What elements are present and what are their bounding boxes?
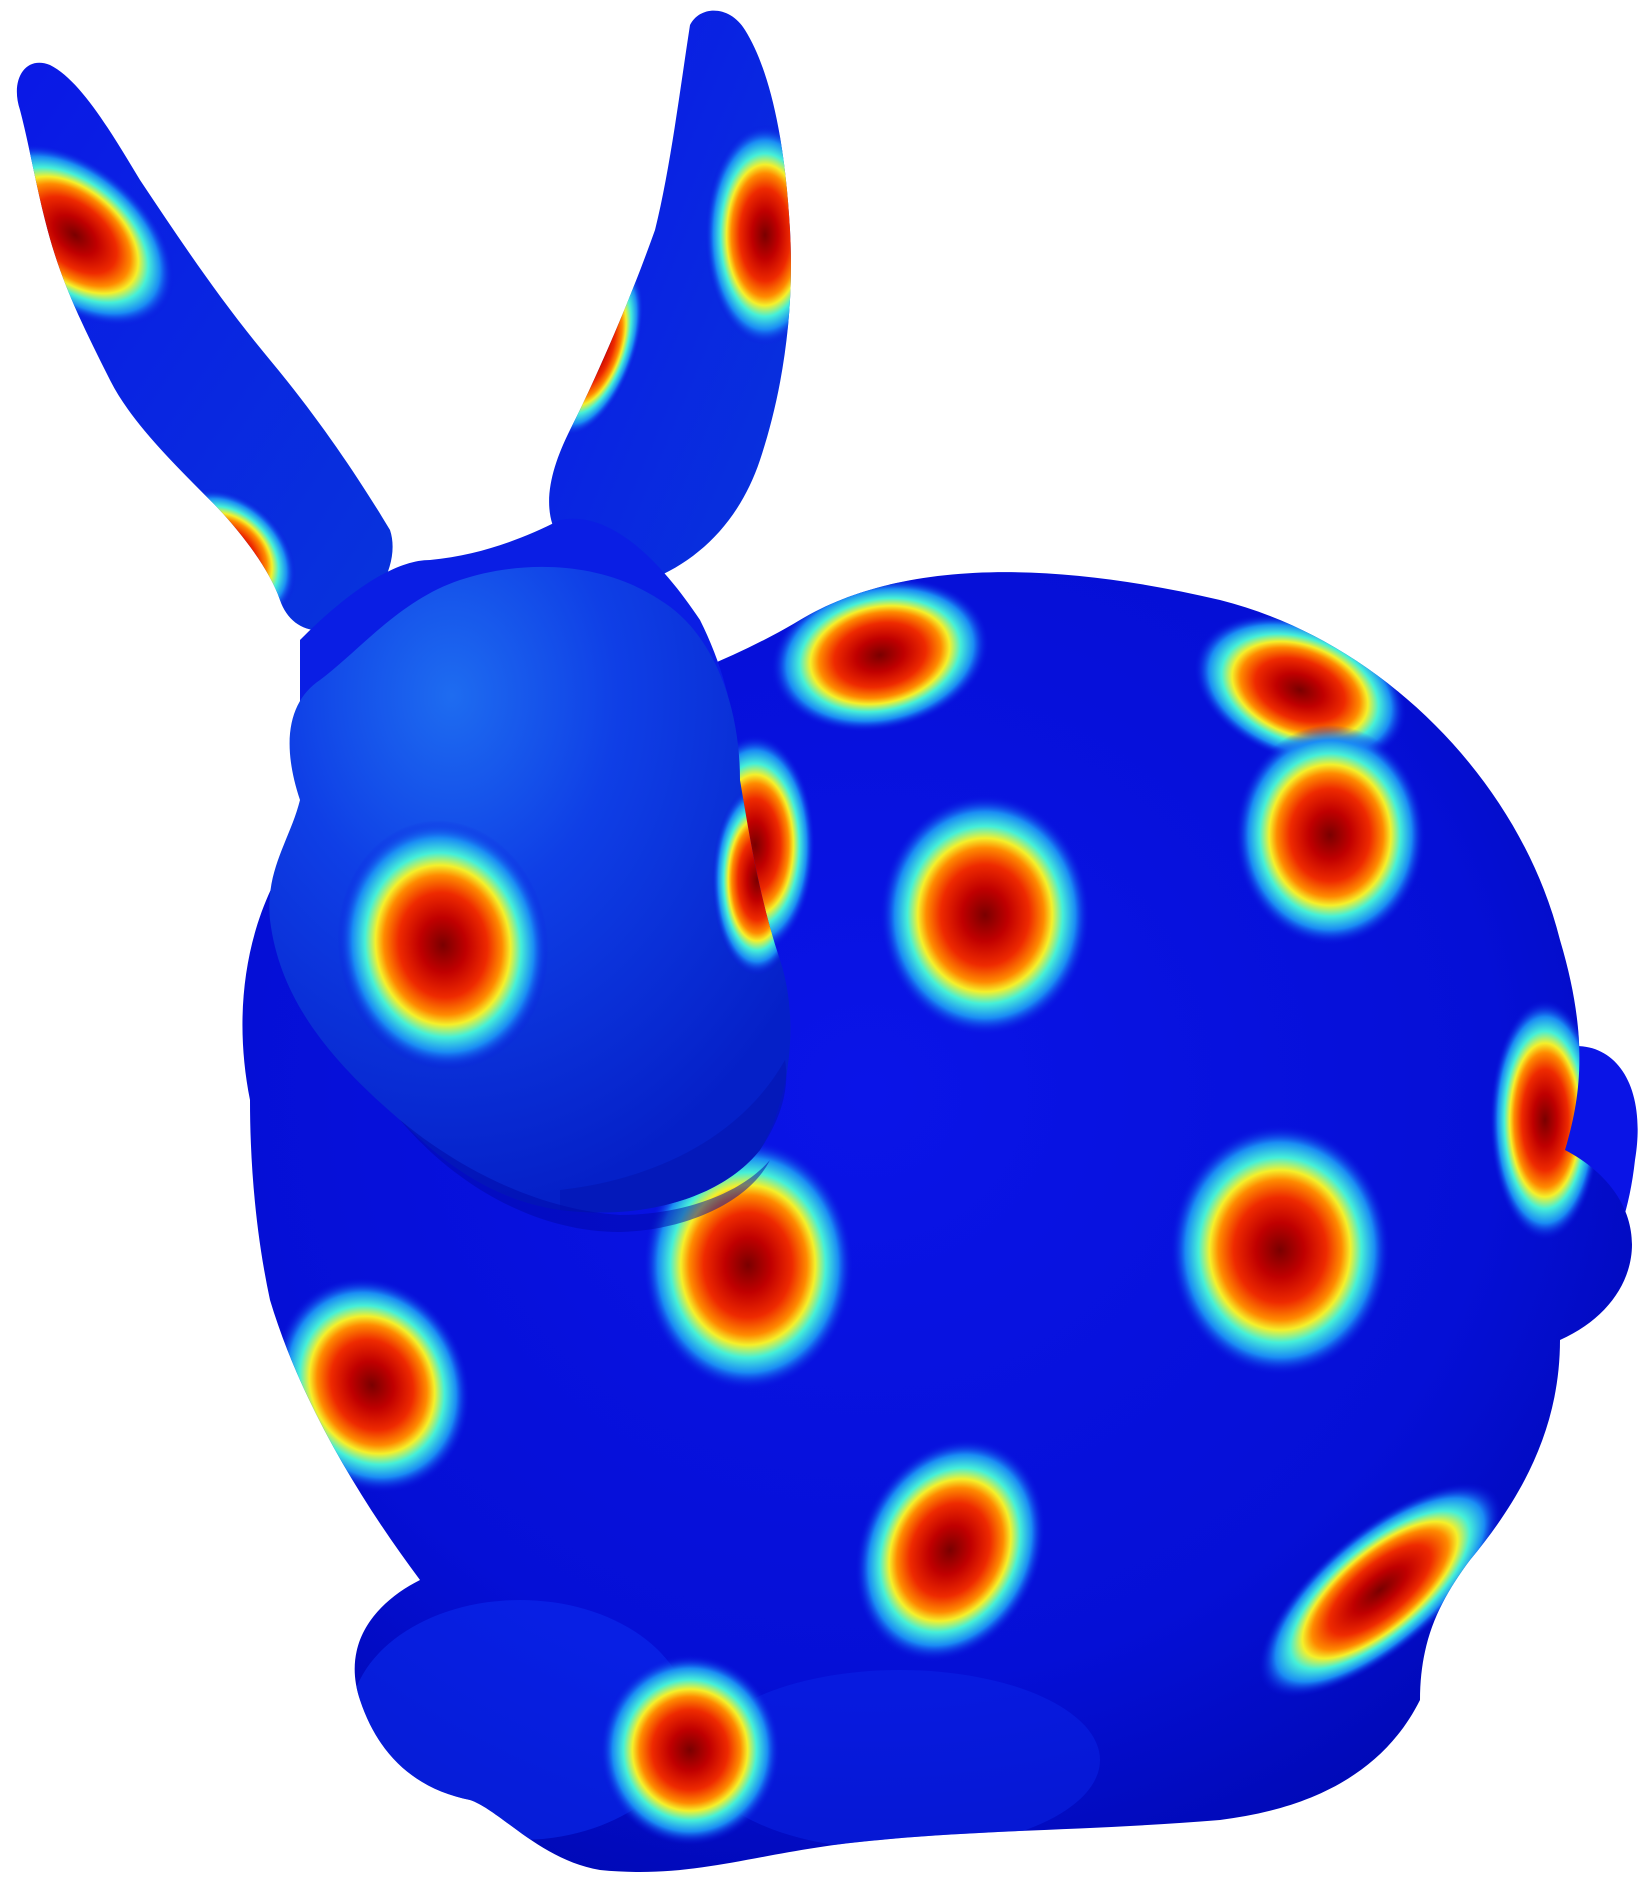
hotspot	[705, 125, 791, 345]
hotspot	[643, 1140, 853, 1390]
hotspot	[600, 1655, 780, 1845]
bunny-head	[269, 566, 791, 1213]
hotspot	[1258, 1483, 1502, 1697]
hotspot	[1170, 1125, 1390, 1375]
hotspot	[855, 1439, 1045, 1661]
hotspot	[771, 578, 989, 732]
hotspot	[1235, 725, 1425, 945]
chin-shadow	[400, 1120, 770, 1232]
hotspot	[880, 795, 1090, 1035]
hotspot	[1490, 1000, 1600, 1240]
hotspot	[337, 820, 549, 1070]
